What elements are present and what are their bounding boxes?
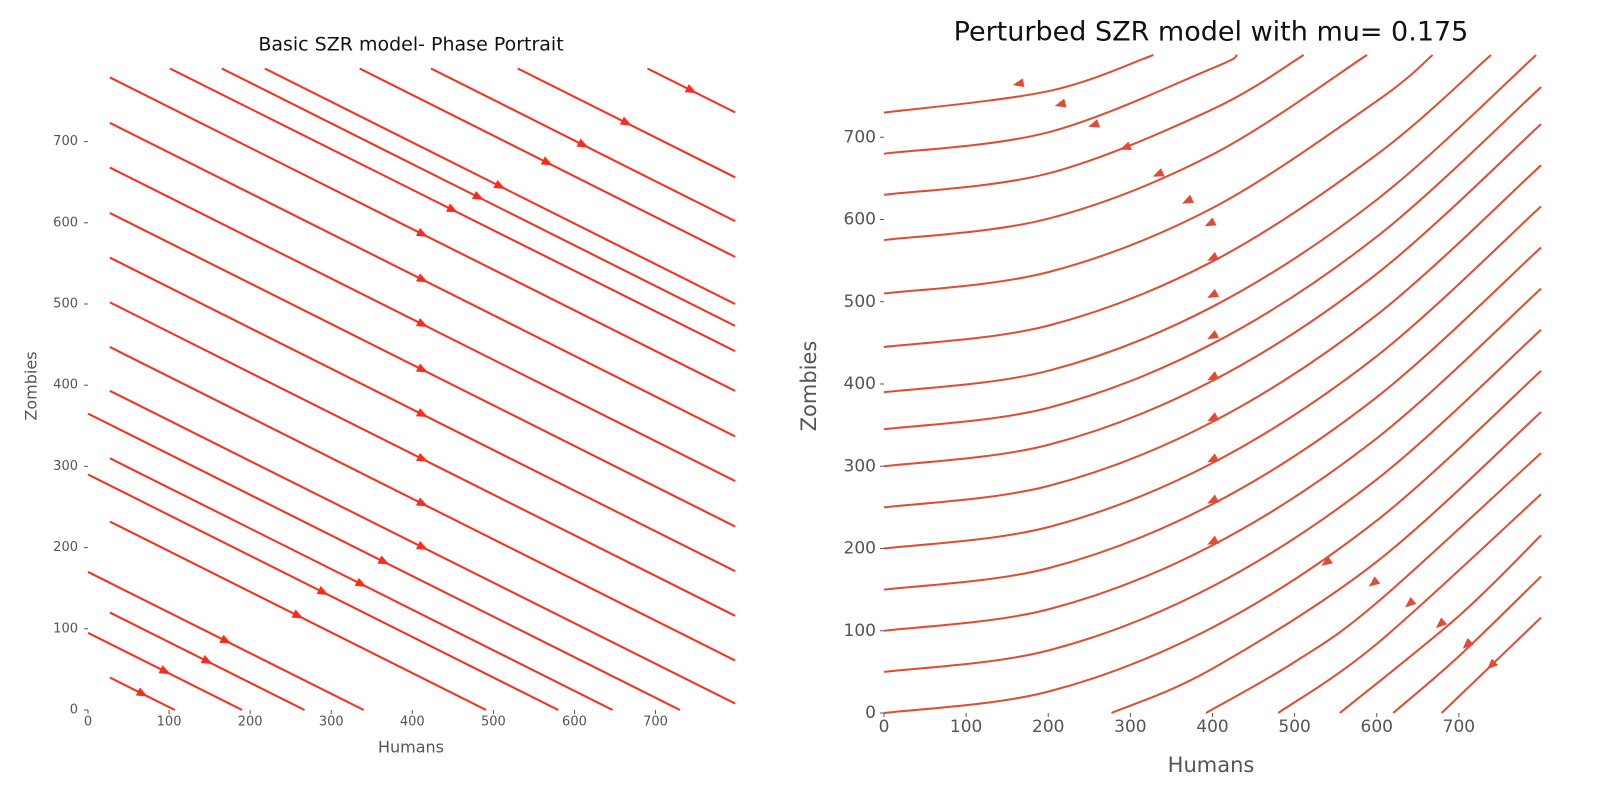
flow-arrow [1088,119,1100,128]
flow-arrow [415,227,428,237]
chart-title: Basic SZR model- Phase Portrait [258,34,563,56]
flow-arrow [1204,217,1217,227]
flow-arrow [415,452,428,462]
flow-arrow [1207,329,1220,340]
flow-arrow [1207,251,1220,261]
y-tick-label: 600 [53,215,78,230]
flow-arrow [415,318,428,327]
flow-arrow [354,577,367,587]
y-tick-label: 500 [844,292,876,312]
x-tick-label: 0 [84,715,92,730]
x-tick-label: 100 [950,717,982,737]
x-tick-label: 500 [481,715,506,730]
y-tick-label: 400 [53,378,78,393]
streamline [883,86,1542,431]
flow-arrow [1207,494,1220,504]
x-axis-label: Humans [1168,753,1255,777]
flow-arrow [1152,168,1165,177]
flow-arrow [415,273,428,283]
x-tick-label: 200 [1032,717,1064,737]
flow-arrow [200,655,213,664]
flow-arrow [445,203,458,213]
flow-arrow [684,84,697,94]
flow-arrow [1435,617,1448,629]
x-axis-label: Humans [378,738,444,757]
flow-arrow [1207,371,1220,381]
flow-arrow [377,555,390,565]
x-tick-label: 500 [1278,717,1310,737]
flow-arrow [1321,555,1333,566]
y-tick-label: 100 [844,621,876,641]
y-tick-label: 400 [844,374,876,394]
streamline [883,328,1542,673]
x-tick-label: 300 [319,715,344,730]
x-tick-label: 600 [562,715,587,730]
streamline [1111,411,1542,714]
flow-arrow [1404,596,1417,608]
x-tick-label: 700 [643,715,668,730]
flow-arrow [1182,194,1194,204]
streamline [1392,575,1542,714]
streamline [883,54,1154,114]
x-tick-label: 100 [157,715,182,730]
y-tick-label: 500 [53,296,78,311]
streamline [883,54,1434,295]
y-tick-label: 100 [53,621,78,636]
flow-arrow [619,116,632,126]
flow-arrow [415,363,428,373]
flow-arrow [415,540,428,550]
flow-arrow [415,408,428,418]
flow-arrow [576,138,589,148]
streamline [1339,534,1542,714]
y-tick-label: 600 [844,210,876,230]
streamline [883,54,1492,348]
y-tick-label: 0 [865,703,876,723]
y-tick-label: 300 [53,459,78,474]
streamline [1205,452,1542,714]
flow-arrow [1119,141,1132,150]
y-tick-label: 200 [844,539,876,559]
streamline [883,370,1542,714]
flow-arrow [1054,98,1067,108]
flow-arrow [471,190,484,200]
x-tick-label: 600 [1361,717,1393,737]
x-tick-label: 0 [879,717,890,737]
y-tick-label: 300 [844,456,876,476]
y-axis-label: Zombies [22,351,41,420]
x-tick-label: 400 [1196,717,1228,737]
flow-arrow [540,156,553,166]
streamline [883,54,1368,242]
x-tick-label: 700 [1443,717,1475,737]
y-axis-label: Zombies [797,341,821,432]
streamline [883,54,1238,155]
flow-arrow [1207,535,1220,545]
flow-arrow [493,179,506,189]
flow-arrow [316,585,329,595]
flow-arrow [1012,78,1025,88]
flow-arrow [219,634,232,644]
flow-arrow [1207,288,1220,298]
x-tick-label: 200 [238,715,263,730]
flow-arrow [415,497,428,507]
flow-arrow [1486,658,1499,670]
y-tick-label: 200 [53,540,78,555]
x-tick-label: 300 [1114,717,1146,737]
flow-arrow [1207,453,1220,463]
streamline [883,54,1537,394]
flow-arrow [158,665,171,675]
flow-arrow [135,687,148,697]
flow-arrow [1207,412,1220,422]
chart-title: Perturbed SZR model with mu= 0.175 [954,17,1469,48]
y-tick-label: 0 [70,703,78,718]
y-tick-label: 700 [53,134,78,149]
x-tick-label: 400 [400,715,425,730]
streamline [1277,493,1542,714]
y-tick-label: 700 [844,127,876,147]
flow-arrow [291,609,304,619]
flow-arrow [1462,638,1474,649]
flow-arrow [1368,576,1381,587]
